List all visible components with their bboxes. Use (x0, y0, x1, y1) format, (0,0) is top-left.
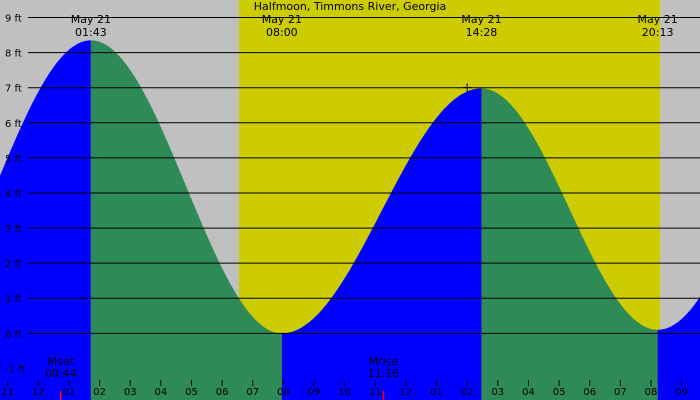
grid-layer (7, 17, 700, 400)
x-tick-label: 04 (154, 387, 167, 398)
x-tick-label: 08 (645, 387, 658, 398)
moon-event-label: Mset (48, 355, 75, 368)
rising-tide-segment (657, 296, 700, 400)
y-tick-label: 4 ft (5, 189, 22, 200)
y-tick-label: 0 ft (5, 329, 22, 340)
x-tick-label: 11 (369, 387, 382, 398)
extreme-time-label: 14:28 (466, 26, 498, 39)
x-tick-label: 10 (338, 387, 351, 398)
extreme-time-label: 01:43 (75, 26, 107, 39)
x-tick-label: 09 (308, 387, 321, 398)
rising-tide-segment (281, 88, 482, 400)
y-tick-label: 2 ft (5, 259, 22, 270)
extreme-date-label: May 21 (262, 13, 302, 26)
chart-title: Halfmoon, Timmons River, Georgia (254, 0, 447, 13)
x-tick-label: 07 (614, 387, 627, 398)
falling-tide-segment (90, 40, 282, 400)
x-tick-label: 03 (491, 387, 504, 398)
x-tick-label: 09 (675, 387, 688, 398)
x-tick-label: 04 (522, 387, 535, 398)
x-tick-label: 02 (461, 387, 474, 398)
x-tick-label: 01 (430, 387, 443, 398)
y-tick-label: 9 ft (5, 14, 22, 25)
rising-tide-segment (0, 40, 91, 400)
x-tick-label: 05 (553, 387, 566, 398)
moon-event-time: 11:16 (368, 367, 400, 380)
tide-area-layer (0, 40, 700, 400)
x-tick-label: 06 (216, 387, 229, 398)
x-tick-label: 06 (583, 387, 596, 398)
extreme-time-label: 20:13 (642, 26, 674, 39)
x-tick-label: 08 (277, 387, 290, 398)
x-tick-label: 12 (32, 387, 45, 398)
y-tick-label: 7 ft (5, 84, 22, 95)
x-tick-label: 02 (93, 387, 106, 398)
x-tick-label: 05 (185, 387, 198, 398)
y-tick-label: 3 ft (5, 224, 22, 235)
x-tick-label: 03 (124, 387, 137, 398)
falling-tide-segment (481, 88, 658, 400)
moon-event-time: 00:44 (45, 367, 77, 380)
label-layer: Halfmoon, Timmons River, Georgia -1 ft 0 … (1, 0, 688, 398)
x-tick-label: 11 (1, 387, 14, 398)
y-tick-label: 5 ft (5, 154, 22, 165)
extreme-date-label: May 21 (461, 13, 501, 26)
extreme-time-label: 08:00 (266, 26, 298, 39)
moon-event-label: Mrise (369, 355, 399, 368)
y-tick-label: 6 ft (5, 119, 22, 130)
x-tick-label: 01 (63, 387, 76, 398)
extreme-date-label: May 21 (637, 13, 677, 26)
x-tick-label: 07 (246, 387, 259, 398)
y-tick-label: 1 ft (5, 294, 22, 305)
y-tick-label: 8 ft (5, 49, 22, 60)
extreme-date-label: May 21 (71, 13, 111, 26)
x-tick-label: 12 (400, 387, 413, 398)
y-tick-label: -1 ft (5, 364, 25, 375)
